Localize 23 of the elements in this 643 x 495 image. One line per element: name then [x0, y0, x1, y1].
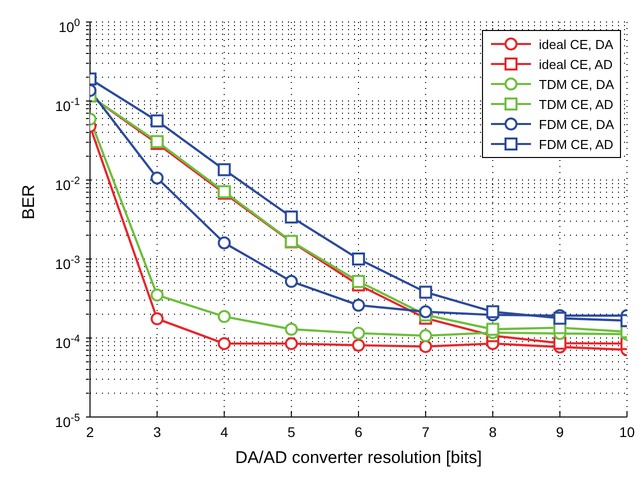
y-tick-label: 10$^{-2}$: [55, 175, 80, 193]
y-tick-label: 10$^{-3}$: [55, 254, 80, 272]
legend-label: ideal CE, DA: [538, 36, 614, 52]
x-axis-title: DA/AD converter resolution [bits]: [235, 448, 482, 467]
y-tick-label: 10$^{0}$: [58, 17, 80, 35]
y-tick-label: 10$^{-5}$: [55, 412, 80, 430]
x-tick-label: 10: [619, 424, 635, 440]
x-tick-label: 5: [287, 424, 296, 440]
x-tick-label: 9: [556, 424, 564, 440]
y-tick-label: 10$^{-4}$: [55, 333, 80, 351]
legend-label: ideal CE, AD: [538, 56, 613, 72]
legend-label: TDM CE, DA: [538, 76, 614, 92]
x-tick-label: 7: [422, 424, 430, 440]
x-tick-label: 4: [220, 424, 228, 440]
y-axis-title: BER: [19, 184, 38, 220]
x-tick-label: 8: [488, 424, 497, 440]
x-tick-label: 6: [354, 424, 363, 440]
x-tick-label: 3: [153, 424, 162, 440]
legend-label: FDM CE, AD: [538, 136, 614, 152]
legend-label: TDM CE, AD: [538, 96, 614, 112]
x-tick-label: 2: [86, 424, 94, 440]
legend-label: FDM CE, DA: [538, 116, 614, 132]
y-tick-label: 10$^{-1}$: [55, 96, 80, 114]
